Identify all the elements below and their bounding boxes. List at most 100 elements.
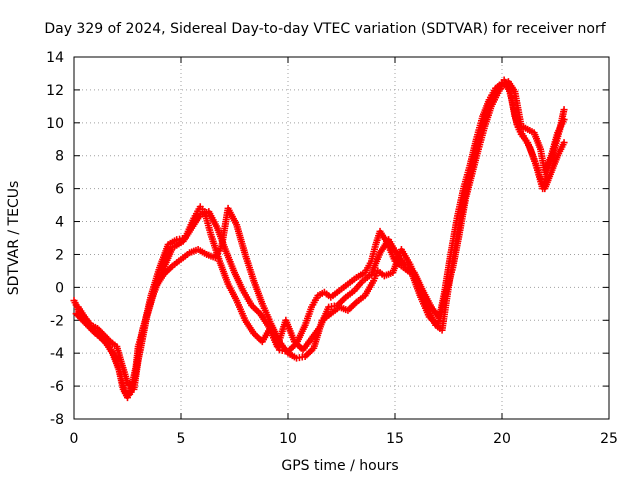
marker-trail <box>95 326 106 337</box>
marker-trail <box>386 238 400 256</box>
marker-trail <box>456 197 469 236</box>
series-trace-A <box>70 79 568 402</box>
marker-trail <box>514 123 524 136</box>
marker-trail <box>338 304 350 314</box>
y-tick-label: 12 <box>46 83 64 99</box>
y-tick-label: 4 <box>55 215 64 231</box>
marker-trail <box>469 147 482 176</box>
data-point <box>560 139 568 147</box>
y-tick-label: 2 <box>55 247 64 263</box>
marker-trail <box>352 279 365 293</box>
marker-trail <box>139 299 154 332</box>
marker-trail <box>214 226 229 253</box>
x-axis-label: GPS time / hours <box>281 458 398 474</box>
marker-trail <box>411 271 426 293</box>
marker-trail <box>198 208 211 218</box>
y-tick-label: -8 <box>50 412 64 428</box>
marker-trail <box>156 243 171 270</box>
marker-trail <box>368 251 383 276</box>
marker-trail <box>257 312 272 329</box>
marker-trail <box>371 269 381 282</box>
series-trace-B <box>72 76 568 398</box>
marker-trail <box>555 118 567 134</box>
marker-trail <box>302 305 315 327</box>
x-tick-label: 15 <box>386 431 404 447</box>
marker-trail <box>295 353 306 362</box>
marker-trail <box>531 131 544 151</box>
marker-trail <box>180 226 194 243</box>
y-tick-label: -6 <box>50 379 64 395</box>
marker-trail <box>283 318 298 344</box>
marker-trail <box>519 132 530 145</box>
marker-trail <box>346 300 359 313</box>
marker-trail <box>159 246 176 274</box>
marker-trail <box>166 237 179 247</box>
marker-trail <box>189 213 203 230</box>
marker-trail <box>242 253 257 283</box>
marker-trail <box>242 318 257 336</box>
marker-trail <box>542 170 554 191</box>
marker-trail <box>216 259 231 286</box>
y-tick-label: 10 <box>46 116 64 132</box>
x-tick-label: 10 <box>279 431 297 447</box>
axis-ticks: 0 5 10 15 20 25 -8 -6 -4 -2 0 2 4 6 8 10 12 14 <box>46 50 618 447</box>
marker-trail <box>213 245 224 259</box>
marker-trail <box>259 302 274 325</box>
marker-trail <box>404 264 416 275</box>
marker-trail <box>162 264 175 277</box>
marker-trail <box>434 323 444 332</box>
y-tick-label: -4 <box>50 346 64 362</box>
marker-trail <box>317 305 332 329</box>
marker-trail <box>329 288 341 300</box>
marker-trail <box>500 79 510 89</box>
x-tick-label: 20 <box>493 431 511 447</box>
marker-trail <box>125 380 136 392</box>
marker-trail <box>188 246 200 256</box>
marker-trail <box>130 328 146 391</box>
marker-trail <box>526 126 536 136</box>
marker-trail <box>355 293 367 305</box>
marker-trail <box>449 233 463 269</box>
marker-trail <box>548 154 561 174</box>
marker-trail <box>176 235 186 243</box>
marker-trail <box>464 157 478 185</box>
x-tick-label: 0 <box>70 431 79 447</box>
marker-trail <box>179 250 191 262</box>
y-tick-label: 8 <box>55 149 64 165</box>
marker-trail <box>206 210 220 230</box>
marker-trail <box>323 290 333 300</box>
marker-trail <box>225 282 240 302</box>
marker-trail <box>309 294 321 309</box>
data-point <box>560 116 568 124</box>
y-tick-label: 0 <box>55 280 64 296</box>
marker-trail <box>462 172 475 200</box>
y-axis-label: SDTVAR / TECUs <box>6 181 22 296</box>
marker-trail <box>106 343 117 358</box>
marker-trail <box>511 90 525 128</box>
marker-trail <box>277 340 291 355</box>
marker-trail <box>420 289 434 309</box>
marker-trail <box>76 305 87 319</box>
marker-trail <box>399 248 413 266</box>
marker-trail <box>89 322 99 331</box>
marker-trail <box>278 346 289 355</box>
marker-trail <box>196 247 209 257</box>
marker-trail <box>436 289 450 320</box>
marker-trail <box>249 303 262 316</box>
marker-trail <box>286 350 298 361</box>
marker-trail <box>344 288 356 300</box>
data-point <box>560 106 568 114</box>
marker-trail <box>495 85 505 95</box>
marker-trail <box>109 339 119 349</box>
marker-trail <box>82 315 94 327</box>
marker-trail <box>251 279 266 306</box>
marker-trail <box>225 206 240 227</box>
marker-trail <box>329 305 341 316</box>
x-tick-label: 5 <box>177 431 186 447</box>
marker-trail <box>171 257 183 268</box>
marker-trail <box>94 331 104 341</box>
marker-trail <box>240 289 254 307</box>
marker-trail <box>148 271 165 302</box>
marker-trail <box>555 141 567 158</box>
